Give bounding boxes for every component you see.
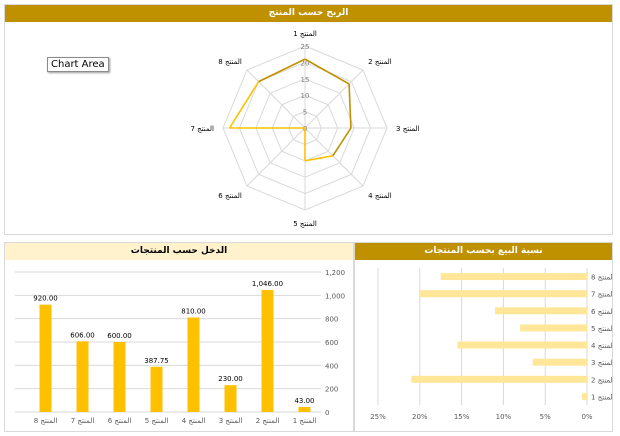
income-bar	[39, 304, 52, 412]
sales-bar	[411, 375, 587, 383]
sales-bar	[440, 273, 587, 281]
income-chart: 0 200 400 600 800 1,000 1,200 920.00 المنتج 8 606…	[15, 269, 345, 425]
sales-bar	[495, 307, 587, 315]
radar-category-label: المنتج 6	[218, 192, 242, 200]
sales-category-label: المنتج 4	[591, 342, 612, 350]
radar-category-label: المنتج 8	[218, 58, 242, 66]
radar-series-segment	[332, 127, 352, 157]
income-tick-label: 1,000	[325, 292, 345, 300]
sales-tick-label: 15%	[454, 413, 470, 421]
income-category-label: المنتج 8	[34, 417, 58, 425]
income-data-label: 387.75	[144, 357, 169, 365]
income-data-label: 920.00	[33, 295, 58, 303]
radar-spoke	[304, 69, 364, 129]
income-tick-label: 400	[325, 362, 338, 370]
sales-category-label: المنتج 3	[591, 359, 612, 367]
income-category-label: المنتج 4	[182, 417, 206, 425]
radar-tick-label: 20	[301, 59, 310, 67]
sales-category-label: المنتج 6	[591, 308, 612, 316]
income-bar	[113, 342, 126, 412]
income-category-label: المنتج 5	[145, 417, 169, 425]
radar-category-label: المنتج 3	[396, 125, 420, 133]
income-data-label: 606.00	[70, 331, 95, 339]
income-bar	[298, 406, 311, 412]
sales-ratio-chart-title: نسبة البيع بحسب المنتجات	[355, 243, 612, 260]
income-data-label: 810.00	[181, 308, 206, 316]
income-bar	[76, 341, 89, 412]
income-tick-label: 600	[325, 339, 338, 347]
radar-spoke	[304, 127, 364, 187]
sales-tick-label: 20%	[412, 413, 428, 421]
income-category-label: المنتج 3	[219, 417, 243, 425]
radar-category-label: المنتج 5	[293, 220, 317, 228]
income-bar	[224, 385, 237, 412]
sales-category-label: المنتج 5	[591, 325, 612, 333]
radar-category-label: المنتج 2	[368, 58, 392, 66]
sales-tick-label: 10%	[496, 413, 512, 421]
income-category-label: المنتج 1	[293, 417, 317, 425]
income-chart-title: الدخل حسب المنتجات	[5, 243, 353, 260]
income-data-label: 600.00	[107, 332, 132, 340]
radar-chart-title: الربح حسب المنتج	[5, 5, 612, 22]
income-bar	[150, 366, 163, 412]
radar-series-segment	[258, 58, 306, 83]
radar-chart-panel[interactable]: الربح حسب المنتج 0510152025المنتج 1المنت…	[4, 4, 613, 235]
sales-bar	[581, 392, 587, 400]
radar-spoke	[246, 127, 306, 187]
radar-spoke	[246, 69, 306, 129]
income-tick-label: 800	[325, 316, 338, 324]
income-category-label: المنتج 7	[71, 417, 95, 425]
income-data-label: 43.00	[294, 397, 314, 405]
radar-series-segment	[304, 155, 333, 162]
radar-category-label: المنتج 1	[293, 30, 317, 38]
sales-bar	[520, 324, 587, 332]
income-data-label: 230.00	[218, 375, 243, 383]
income-tick-label: 0	[325, 409, 329, 417]
radar-category-label: المنتج 4	[368, 192, 392, 200]
sales-bar	[532, 358, 587, 366]
income-data-label: 1,046.00	[252, 280, 283, 288]
sales-category-label: المنتج 7	[591, 291, 612, 299]
radar-tick-label: 15	[301, 76, 310, 84]
income-tick-label: 1,200	[325, 269, 345, 277]
income-bar	[261, 289, 274, 412]
sales-category-label: المنتج 1	[591, 393, 612, 401]
sales-ratio-chart-panel[interactable]: نسبة البيع بحسب المنتجات 0% 5% 10% 15% 20% 25…	[354, 242, 613, 432]
income-category-label: المنتج 2	[256, 417, 280, 425]
sales-ratio-chart: 0% 5% 10% 15% 20% 25% المنتج 1 المنتج 2 المنتج 3…	[370, 268, 612, 421]
radar-tick-label: 10	[301, 92, 310, 100]
sales-tick-label: 25%	[370, 413, 386, 421]
radar-tick-label: 25	[301, 43, 310, 51]
sales-bar	[457, 341, 587, 349]
radar-series-segment	[228, 81, 260, 129]
radar-series-segment	[304, 58, 350, 85]
income-category-label: المنتج 6	[108, 417, 132, 425]
sales-tick-label: 0%	[581, 413, 592, 421]
income-bar	[187, 317, 200, 412]
radar-tick-label: 5	[303, 109, 307, 117]
chart-area-tooltip: Chart Area	[47, 57, 109, 72]
sales-category-label: المنتج 8	[591, 274, 612, 282]
sales-bar	[419, 290, 587, 298]
sales-category-label: المنتج 2	[591, 376, 612, 384]
income-chart-panel[interactable]: الدخل حسب المنتجات 0 200 400 600 800 1,000 1,2…	[4, 242, 354, 432]
sales-tick-label: 5%	[540, 413, 551, 421]
income-tick-label: 200	[325, 386, 338, 394]
radar-category-label: المنتج 7	[190, 125, 214, 133]
radar-series-segment	[348, 83, 352, 129]
